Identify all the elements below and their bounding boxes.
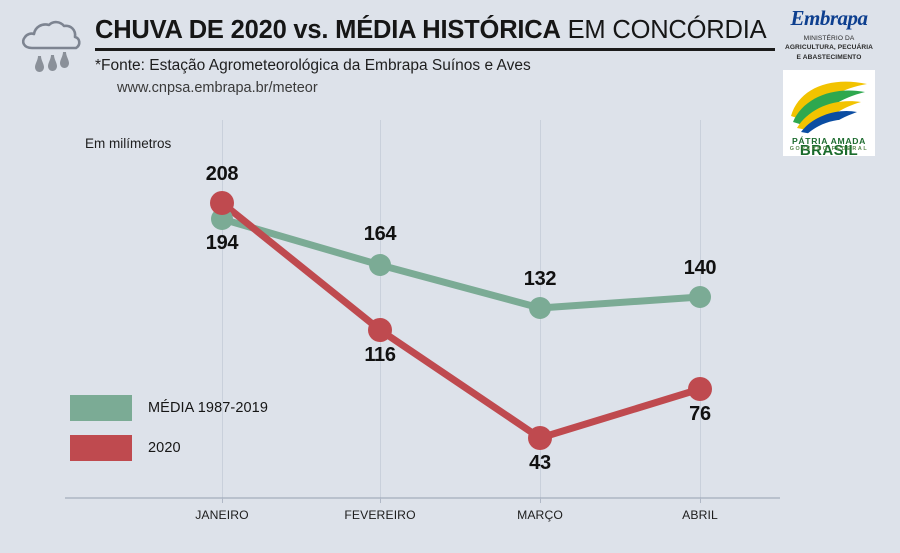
x-axis-line bbox=[65, 497, 780, 499]
ministry-line-3: E ABASTECIMENTO bbox=[796, 53, 862, 61]
point-2020-abril bbox=[688, 377, 712, 401]
y-axis-unit-label: Em milímetros bbox=[85, 136, 172, 151]
svg-text:BRASIL: BRASIL bbox=[800, 142, 858, 156]
legend-swatch-2020 bbox=[70, 435, 132, 461]
data-label-media-abril: 140 bbox=[683, 257, 717, 279]
x-label-marco: MARÇO bbox=[517, 508, 563, 522]
series-line-2020 bbox=[218, 199, 704, 442]
ministry-label: MINISTÉRIO DA AGRICULTURA, PECUÁRIA E AB… bbox=[770, 34, 888, 62]
x-label-fevereiro: FEVEREIRO bbox=[344, 508, 416, 522]
tick-janeiro bbox=[222, 497, 223, 503]
gridline-abril bbox=[700, 120, 701, 497]
point-media-abril bbox=[689, 286, 711, 308]
svg-text:PÁTRIA AMADA: PÁTRIA AMADA bbox=[792, 136, 866, 146]
x-label-abril: ABRIL bbox=[682, 508, 718, 522]
title-light-part: EM CONCÓRDIA bbox=[560, 16, 767, 44]
title-block: CHUVA DE 2020 vs. MÉDIA HISTÓRICA EM CON… bbox=[95, 16, 785, 96]
legend-swatch-media bbox=[70, 395, 132, 421]
point-2020-marco bbox=[528, 426, 552, 450]
source-url[interactable]: www.cnpsa.embrapa.br/meteor bbox=[117, 80, 318, 97]
logo-area: Embrapa MINISTÉRIO DA AGRICULTURA, PECUÁ… bbox=[770, 5, 888, 157]
point-media-fevereiro bbox=[369, 254, 391, 276]
governo-federal-label: GOVERNO FEDERAL bbox=[789, 146, 869, 153]
tick-marco bbox=[540, 497, 541, 503]
title-bold-part: CHUVA DE 2020 vs. MÉDIA HISTÓRICA bbox=[95, 16, 561, 44]
source-note: *Fonte: Estação Agrometeorológica da Emb… bbox=[95, 56, 531, 74]
data-label-2020-janeiro: 208 bbox=[205, 163, 239, 185]
chart: Em milímetros 208 194 164 116 132 43 bbox=[0, 120, 900, 553]
governo-federal-logo: PÁTRIA AMADA BRASIL GOVERNO FEDERAL bbox=[783, 70, 875, 157]
embrapa-logo: Embrapa bbox=[790, 5, 868, 30]
series-line-media bbox=[218, 215, 704, 312]
legend-item-2020[interactable]: 2020 bbox=[70, 435, 268, 461]
data-label-media-fevereiro: 164 bbox=[363, 223, 397, 245]
data-label-media-marco: 132 bbox=[523, 268, 557, 290]
x-label-janeiro: JANEIRO bbox=[195, 508, 249, 522]
data-label-2020-fevereiro: 116 bbox=[364, 344, 396, 366]
legend-item-media[interactable]: MÉDIA 1987-2019 bbox=[70, 395, 268, 421]
point-2020-fevereiro bbox=[368, 318, 392, 342]
rain-cloud-icon bbox=[18, 18, 84, 85]
plot-lines bbox=[210, 191, 712, 450]
gridline-fevereiro bbox=[380, 120, 381, 497]
chart-legend: MÉDIA 1987-2019 2020 bbox=[70, 395, 268, 475]
embrapa-wordmark-text: Embrapa bbox=[790, 6, 868, 30]
legend-label-media: MÉDIA 1987-2019 bbox=[148, 400, 268, 416]
point-media-marco bbox=[529, 297, 551, 319]
title-underline bbox=[95, 47, 775, 51]
tick-fevereiro bbox=[380, 497, 381, 503]
data-label-2020-marco: 43 bbox=[529, 452, 551, 474]
data-label-media-janeiro: 194 bbox=[205, 232, 239, 254]
tick-abril bbox=[700, 497, 701, 503]
ministry-line-1: MINISTÉRIO DA bbox=[803, 35, 855, 42]
legend-label-2020: 2020 bbox=[148, 440, 181, 456]
point-2020-janeiro bbox=[210, 191, 234, 215]
page-title: CHUVA DE 2020 vs. MÉDIA HISTÓRICA EM CON… bbox=[95, 16, 785, 45]
ministry-line-2: AGRICULTURA, PECUÁRIA bbox=[784, 44, 874, 52]
data-label-2020-abril: 76 bbox=[689, 403, 711, 425]
brasil-text-group: PÁTRIA AMADA BRASIL bbox=[792, 136, 866, 156]
gridline-janeiro bbox=[222, 120, 223, 497]
